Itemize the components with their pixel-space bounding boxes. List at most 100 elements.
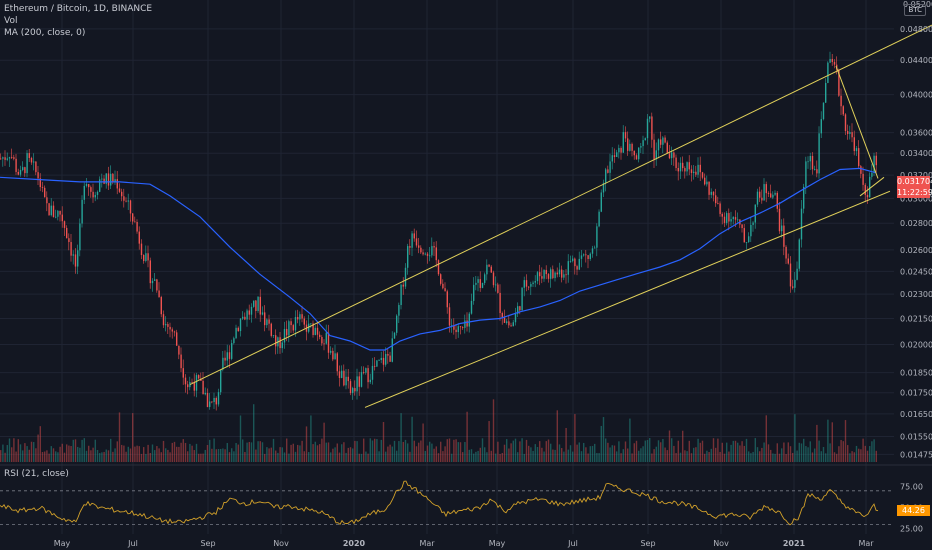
candle-body xyxy=(855,148,858,152)
volume-bar xyxy=(563,451,565,462)
candle-body xyxy=(646,118,649,139)
candle-body xyxy=(107,173,110,186)
volume-bar xyxy=(198,453,200,462)
volume-bar xyxy=(638,450,640,462)
candle-body xyxy=(55,216,57,218)
currency-badge[interactable]: BTC xyxy=(904,4,926,16)
volume-bar xyxy=(635,440,638,462)
volume-bar xyxy=(847,445,849,462)
candle-body xyxy=(22,167,24,171)
volume-bar xyxy=(506,439,508,462)
candle-body xyxy=(145,253,147,261)
candle-body xyxy=(831,58,833,62)
ma-legend[interactable]: MA (200, close, 0) xyxy=(4,27,85,39)
volume-bar xyxy=(83,438,85,462)
candle-body xyxy=(602,182,605,193)
volume-bar xyxy=(187,451,189,462)
volume-bar xyxy=(737,442,739,462)
candle-body xyxy=(622,132,624,153)
candle-body xyxy=(396,315,398,333)
candle-body xyxy=(187,384,189,388)
trendline-upper-channel[interactable] xyxy=(189,24,932,385)
candle-body xyxy=(352,388,354,394)
rsi-legend[interactable]: RSI (21, close) xyxy=(4,468,69,480)
volume-bar xyxy=(662,438,664,462)
volume-bar xyxy=(693,447,695,462)
candle-body xyxy=(391,338,393,362)
volume-bar xyxy=(160,452,162,462)
volume-bar xyxy=(204,449,206,462)
volume-bar xyxy=(299,445,301,462)
candle-body xyxy=(92,191,94,198)
candle-body xyxy=(803,186,805,209)
volume-bar xyxy=(488,421,490,462)
candle-body xyxy=(807,161,809,163)
volume-bar xyxy=(600,425,602,462)
trendline-lower-channel[interactable] xyxy=(364,190,891,408)
currency-label: BTC xyxy=(908,6,922,14)
candle-body xyxy=(690,169,693,174)
candle-body xyxy=(180,354,182,369)
candle-body xyxy=(726,213,728,223)
volume-bar xyxy=(701,440,704,462)
symbol-title: Ethereum / Bitcoin, 1D, BINANCE xyxy=(4,4,153,14)
volume-bar xyxy=(277,452,279,462)
volume-bar xyxy=(294,451,297,462)
candle-body xyxy=(387,353,389,356)
candle-body xyxy=(125,200,127,202)
volume-bar xyxy=(633,443,635,462)
time-tick-label: May xyxy=(489,539,506,548)
candle-body xyxy=(477,279,479,283)
candle-body xyxy=(728,213,730,222)
candle-body xyxy=(858,148,860,167)
candle-body xyxy=(514,313,517,323)
trendline-wedge-lower[interactable] xyxy=(859,176,885,197)
candle-body xyxy=(297,316,299,320)
volume-bar xyxy=(424,450,426,462)
volume-bar xyxy=(642,446,644,462)
candle-body xyxy=(864,184,866,195)
volume-bar xyxy=(363,438,365,462)
candle-body xyxy=(778,208,781,232)
volume-legend[interactable]: Vol xyxy=(4,15,17,27)
candle-body xyxy=(627,138,629,151)
trendlines[interactable] xyxy=(189,24,932,408)
symbol-legend[interactable]: Ethereum / Bitcoin, 1D, BINANCE xyxy=(4,3,152,15)
candle-body xyxy=(688,162,690,170)
volume-bar xyxy=(580,451,583,462)
volume-bar xyxy=(587,453,589,462)
rsi-line xyxy=(0,480,879,526)
volume-bar xyxy=(624,441,627,462)
time-tick-label: 2021 xyxy=(783,539,806,548)
time-axis[interactable]: May Jul Sep Nov 2020 Mar May Jul Sep Nov 2021 Mar xyxy=(54,539,875,548)
candle-body xyxy=(697,164,699,175)
candle-body xyxy=(613,155,616,157)
candle-body xyxy=(33,161,35,163)
trendline-wedge-upper[interactable] xyxy=(835,65,879,179)
volume-bar xyxy=(13,438,15,462)
volume-bar xyxy=(407,443,409,462)
volume-bar xyxy=(536,446,539,462)
volume-bar xyxy=(301,440,303,462)
candle-body xyxy=(530,284,532,287)
candle-body xyxy=(321,336,323,344)
candle-body xyxy=(512,322,514,327)
volume-bar xyxy=(211,448,213,462)
volume-bar xyxy=(618,441,620,462)
candle-body xyxy=(539,272,541,277)
volume-bar xyxy=(655,446,657,462)
volume-bar xyxy=(759,451,761,462)
volume-bar xyxy=(129,448,132,462)
volume-bar xyxy=(167,449,169,462)
candle-body xyxy=(429,255,431,257)
volume-bar xyxy=(734,440,737,462)
volume-bar xyxy=(743,445,745,462)
candle-body xyxy=(741,224,743,229)
candle-body xyxy=(11,157,13,158)
candle-body xyxy=(169,326,171,330)
candle-body xyxy=(413,233,415,239)
volume-bar xyxy=(308,452,310,462)
price-axis[interactable]: 0.0520000.0480000.0440000.0400000.036000… xyxy=(900,0,932,459)
